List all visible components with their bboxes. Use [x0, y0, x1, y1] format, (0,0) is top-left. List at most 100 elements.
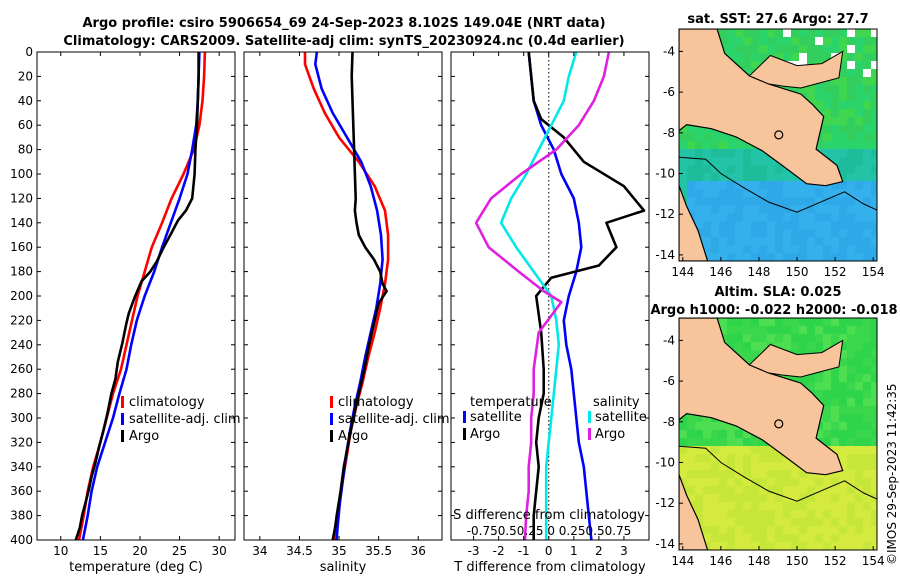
- map-cell: [799, 486, 807, 494]
- map-cell: [831, 494, 839, 502]
- map-cell: [727, 181, 735, 189]
- map-cell: [855, 189, 863, 197]
- map-cell: [847, 382, 855, 390]
- map-cell: [703, 125, 711, 133]
- map-cell: [711, 518, 719, 526]
- map-cell: [703, 462, 711, 470]
- map-cell: [831, 77, 839, 85]
- map-cell: [823, 542, 831, 550]
- map-cell: [839, 165, 847, 173]
- map-cell: [703, 181, 711, 189]
- map-cell: [735, 518, 743, 526]
- map-cell: [847, 502, 855, 510]
- map-cell: [679, 470, 687, 478]
- map-cell: [767, 157, 775, 165]
- map-cell: [871, 189, 877, 197]
- map-cell: [687, 197, 695, 205]
- map-y-tick-label: -8: [663, 415, 675, 429]
- legend-label-argo: Argo: [338, 429, 368, 444]
- map-cell: [775, 542, 783, 550]
- map-cell: [759, 462, 767, 470]
- map-cell: [759, 205, 767, 213]
- map-cell: [743, 165, 751, 173]
- map-field: [679, 29, 877, 261]
- map-cell: [751, 454, 759, 462]
- map-cell: [839, 390, 847, 398]
- map-cell: [695, 470, 703, 478]
- map-cell: [703, 510, 711, 518]
- map-cell: [871, 382, 877, 390]
- map-cell: [751, 326, 759, 334]
- map-cell: [815, 318, 823, 326]
- map-cell: [735, 494, 743, 502]
- depth-contour: [679, 156, 877, 213]
- map-cell: [743, 326, 751, 334]
- map-cell: [863, 157, 871, 165]
- x-tick-label: -3: [468, 544, 480, 558]
- map-cell: [719, 470, 727, 478]
- map-cell: [847, 165, 855, 173]
- map-cell: [831, 37, 839, 45]
- map-cell: [823, 45, 831, 53]
- map-cell: [831, 141, 839, 149]
- map-cell: [743, 542, 751, 550]
- map-cell: [823, 133, 831, 141]
- map-cell: [767, 229, 775, 237]
- map-cell: [719, 518, 727, 526]
- map-cell: [831, 157, 839, 165]
- map-cell: [735, 326, 743, 334]
- map-cell: [863, 213, 871, 221]
- map-cell: [679, 189, 687, 197]
- map-cell: [823, 422, 831, 430]
- map-cell: [799, 342, 807, 350]
- map-cell: [743, 61, 751, 69]
- map-cell: [871, 374, 877, 382]
- map-cell: [783, 53, 791, 61]
- map-cell: [823, 486, 831, 494]
- map-y-tick-label: -12: [655, 207, 675, 221]
- map-cell: [743, 534, 751, 542]
- map-cell: [847, 133, 855, 141]
- map-cell: [783, 478, 791, 486]
- map-cell: [695, 197, 703, 205]
- sla-map: Altim. SLA: 0.025 Argo h1000: -0.022 h20…: [650, 285, 897, 568]
- map-cell: [871, 253, 877, 261]
- map-cell: [695, 213, 703, 221]
- sst-map: sat. SST: 27.6 Argo: 27.7 144 146 148 150 15…: [655, 12, 884, 279]
- x-tick-label: 1: [570, 544, 578, 558]
- map-cell: [703, 165, 711, 173]
- x-tick-label: -1: [518, 544, 530, 558]
- figure-title-line2: Climatology: CARS2009. Satellite-adj cli…: [63, 34, 624, 49]
- map-cell: [807, 534, 815, 542]
- map-cell: [847, 29, 855, 37]
- map-cell: [687, 149, 695, 157]
- map-cell: [711, 205, 719, 213]
- map-cell: [751, 149, 759, 157]
- map-cell: [743, 221, 751, 229]
- map-cell: [831, 318, 839, 326]
- map-cell: [687, 125, 695, 133]
- map-cell: [871, 334, 877, 342]
- map-cell: [807, 237, 815, 245]
- map-cell: [855, 414, 863, 422]
- map-cell: [703, 197, 711, 205]
- map-cell: [783, 502, 791, 510]
- legend-swatch-climatology: [330, 396, 333, 408]
- map-cell: [727, 446, 735, 454]
- map-cell: [751, 253, 759, 261]
- x-tick-label: 20: [132, 544, 147, 558]
- map-cell: [799, 326, 807, 334]
- map-cell: [727, 245, 735, 253]
- map-cell: [831, 366, 839, 374]
- map-cell: [679, 430, 687, 438]
- map-cell: [695, 462, 703, 470]
- series-line-salinity-satellite: [499, 52, 578, 540]
- map-cell: [783, 374, 791, 382]
- map-cell: [775, 237, 783, 245]
- map-cell: [823, 149, 831, 157]
- map-cell: [727, 53, 735, 61]
- map-cell: [871, 237, 877, 245]
- map-cell: [839, 342, 847, 350]
- map-cell: [695, 149, 703, 157]
